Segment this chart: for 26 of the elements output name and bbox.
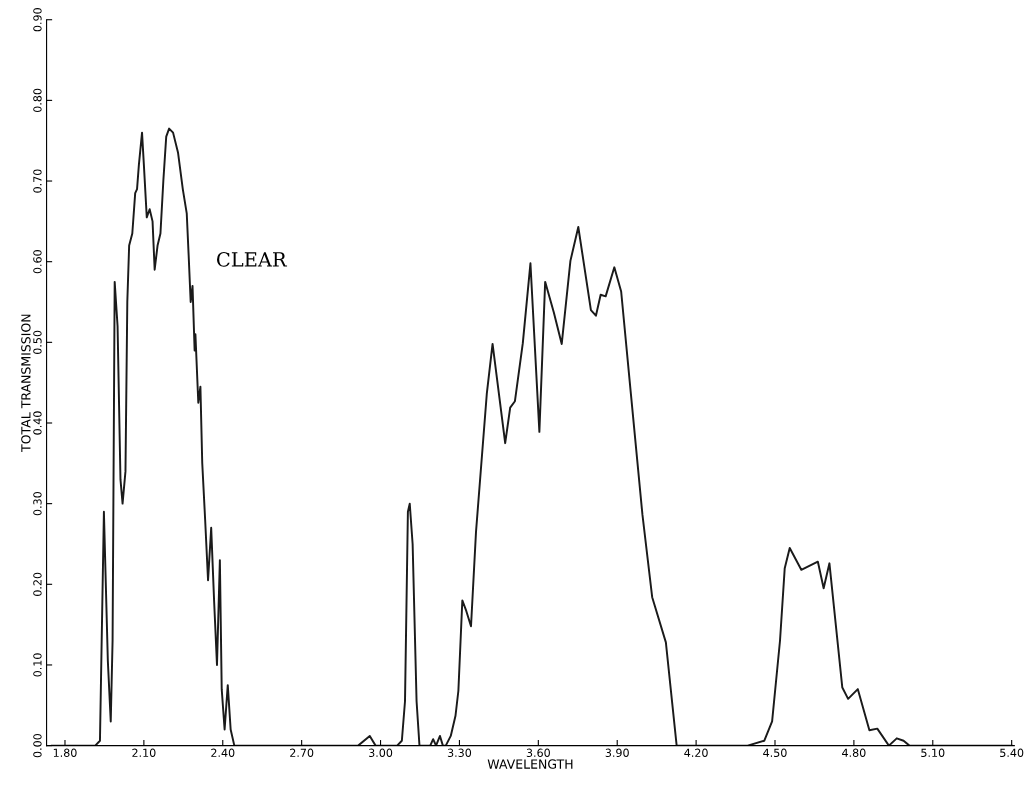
- y-tick-label: 0.30: [33, 492, 42, 516]
- x-tick-label: 3.60: [526, 748, 550, 757]
- y-tick-label: 0.90: [33, 8, 42, 32]
- x-tick-label: 4.50: [763, 748, 787, 757]
- x-tick-label: 5.10: [921, 748, 945, 757]
- x-tick-label: 4.80: [842, 748, 866, 757]
- x-tick-label: 5.40: [1000, 748, 1024, 757]
- x-axis-title: WAVELENGTH: [487, 759, 573, 769]
- y-tick-label: 0.20: [33, 572, 42, 596]
- y-tick-label: 0.70: [33, 169, 42, 193]
- y-axis-title: TOTAL TRANSMISSION: [21, 314, 31, 452]
- y-tick-label: 0.60: [33, 250, 42, 274]
- x-tick-label: 2.10: [132, 748, 156, 757]
- y-tick-label: 0.40: [33, 411, 42, 435]
- x-tick-label: 2.40: [211, 748, 235, 757]
- y-tick-label: 0.50: [33, 330, 42, 354]
- x-tick-label: 3.30: [447, 748, 472, 757]
- x-tick-label: 3.00: [369, 748, 393, 757]
- y-tick-label: 0.00: [33, 733, 42, 758]
- x-tick-label: 4.20: [684, 748, 708, 757]
- y-tick-label: 0.80: [33, 88, 42, 113]
- y-tick-label: 0.10: [33, 653, 42, 677]
- x-tick-label: 2.70: [290, 748, 314, 757]
- x-tick-label: 1.80: [53, 748, 77, 757]
- annotation: CLEAR: [217, 252, 288, 267]
- x-tick-label: 3.90: [605, 748, 629, 757]
